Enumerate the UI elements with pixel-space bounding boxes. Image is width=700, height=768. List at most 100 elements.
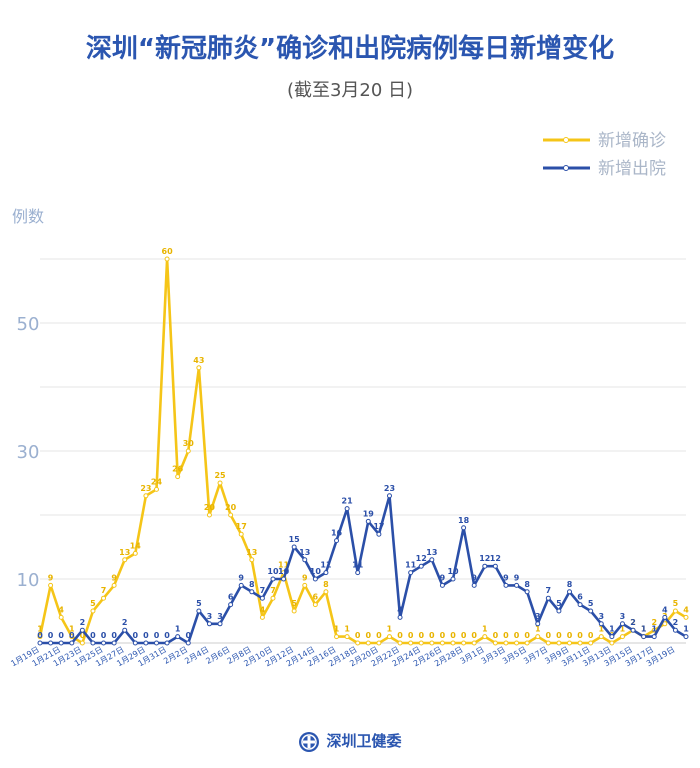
data-point bbox=[175, 474, 181, 480]
data-label: 9 bbox=[440, 573, 446, 582]
data-point bbox=[386, 634, 392, 640]
data-label: 2 bbox=[673, 618, 679, 627]
data-label: 7 bbox=[270, 586, 276, 595]
data-label: 0 bbox=[185, 631, 191, 640]
health-commission-logo-icon bbox=[299, 731, 320, 752]
data-label: 1 bbox=[482, 625, 488, 634]
y-tick-label: 10 bbox=[17, 570, 40, 591]
data-point bbox=[577, 640, 583, 646]
data-point bbox=[662, 621, 668, 627]
data-point bbox=[588, 640, 594, 646]
data-label: 4 bbox=[397, 605, 403, 614]
data-label: 7 bbox=[260, 586, 266, 595]
data-point bbox=[344, 506, 350, 512]
data-point bbox=[323, 589, 329, 595]
data-point bbox=[143, 640, 149, 646]
data-label: 0 bbox=[524, 631, 530, 640]
data-label: 13 bbox=[246, 548, 257, 557]
data-label: 12 bbox=[490, 554, 501, 563]
data-label: 4 bbox=[683, 605, 689, 614]
data-point bbox=[461, 525, 467, 531]
data-label: 8 bbox=[567, 580, 573, 589]
data-label: 1 bbox=[651, 625, 657, 634]
data-label: 1 bbox=[344, 625, 350, 634]
data-label: 9 bbox=[471, 573, 477, 582]
data-label: 11 bbox=[352, 561, 364, 570]
data-label: 3 bbox=[598, 612, 604, 621]
data-point bbox=[386, 493, 392, 499]
y-tick-label: 50 bbox=[17, 314, 40, 335]
data-label: 10 bbox=[267, 567, 279, 576]
data-label: 0 bbox=[101, 631, 107, 640]
data-label: 0 bbox=[461, 631, 467, 640]
data-point bbox=[238, 582, 244, 588]
data-label: 1 bbox=[641, 625, 647, 634]
data-label: 2 bbox=[80, 618, 86, 627]
data-label: 0 bbox=[48, 631, 54, 640]
data-point bbox=[90, 640, 96, 646]
data-point bbox=[323, 570, 329, 576]
data-label: 0 bbox=[355, 631, 361, 640]
data-point bbox=[651, 634, 657, 640]
data-point bbox=[355, 640, 361, 646]
data-label: 0 bbox=[514, 631, 520, 640]
data-point bbox=[535, 621, 541, 627]
data-label: 7 bbox=[546, 586, 552, 595]
data-point bbox=[69, 640, 75, 646]
data-label: 0 bbox=[69, 631, 75, 640]
data-point bbox=[48, 582, 54, 588]
data-label: 11 bbox=[320, 561, 332, 570]
chart-subtitle: (截至3月20 日) bbox=[286, 80, 414, 101]
data-label: 23 bbox=[384, 484, 395, 493]
data-label: 1 bbox=[334, 625, 340, 634]
data-label: 5 bbox=[673, 599, 679, 608]
data-point bbox=[344, 634, 350, 640]
data-point bbox=[524, 640, 530, 646]
data-point bbox=[111, 582, 117, 588]
data-point bbox=[672, 608, 678, 614]
data-point bbox=[48, 640, 54, 646]
data-point bbox=[79, 627, 85, 633]
data-label: 43 bbox=[193, 356, 204, 365]
data-label: 0 bbox=[376, 631, 382, 640]
data-label: 21 bbox=[342, 497, 354, 506]
data-point bbox=[58, 614, 64, 620]
data-label: 5 bbox=[196, 599, 202, 608]
data-point bbox=[471, 582, 477, 588]
data-label: 0 bbox=[450, 631, 456, 640]
data-point bbox=[132, 640, 138, 646]
data-point bbox=[408, 640, 414, 646]
data-label: 1 bbox=[175, 625, 181, 634]
data-point bbox=[79, 640, 85, 646]
data-label: 12 bbox=[416, 554, 427, 563]
data-point bbox=[439, 640, 445, 646]
data-label: 4 bbox=[662, 605, 668, 614]
footer-org: 深圳卫健委 bbox=[326, 732, 402, 750]
data-label: 8 bbox=[524, 580, 530, 589]
data-point bbox=[196, 608, 202, 614]
data-label: 0 bbox=[567, 631, 573, 640]
data-point bbox=[672, 627, 678, 633]
data-label: 1 bbox=[535, 625, 541, 634]
data-label: 1 bbox=[620, 625, 626, 634]
legend-label: 新增确诊 bbox=[598, 131, 666, 151]
data-label: 2 bbox=[122, 618, 128, 627]
data-point bbox=[609, 640, 615, 646]
data-label: 2 bbox=[630, 618, 636, 627]
data-point bbox=[101, 640, 107, 646]
data-label: 3 bbox=[535, 612, 541, 621]
data-label: 5 bbox=[291, 599, 297, 608]
data-point bbox=[503, 640, 509, 646]
data-label: 30 bbox=[183, 439, 195, 448]
data-label: 8 bbox=[249, 580, 255, 589]
data-label: 0 bbox=[154, 631, 160, 640]
data-label: 18 bbox=[458, 516, 470, 525]
data-label: 0 bbox=[37, 631, 43, 640]
data-label: 13 bbox=[299, 548, 310, 557]
data-point bbox=[471, 640, 477, 646]
data-label: 20 bbox=[225, 503, 237, 512]
data-label: 3 bbox=[620, 612, 626, 621]
data-label: 0 bbox=[408, 631, 414, 640]
data-label: 16 bbox=[331, 529, 343, 538]
data-point bbox=[185, 448, 191, 454]
